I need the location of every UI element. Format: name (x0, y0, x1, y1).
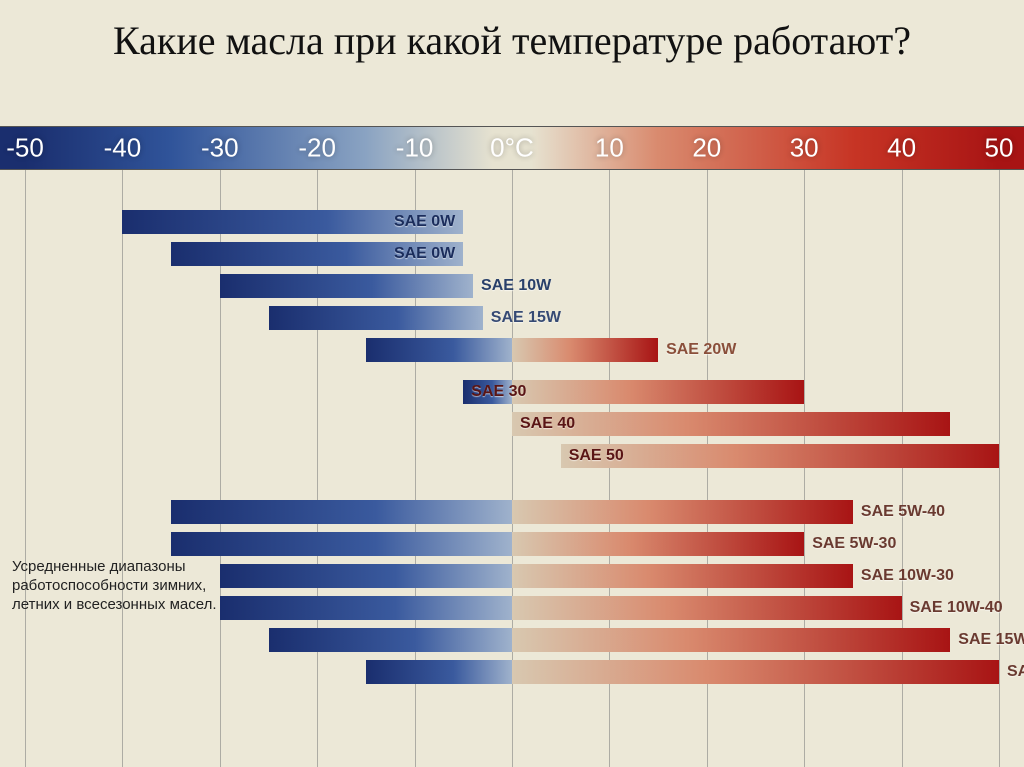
bar-fill-warm (512, 532, 804, 556)
bar-fill-cold (171, 532, 512, 556)
bar-fill-cold (269, 628, 513, 652)
oil-range-bar: SAE 10W (220, 274, 473, 298)
scale-tick-label: 10 (595, 133, 624, 164)
oil-range-bar: SAE 10W-40 (220, 596, 902, 620)
bar-fill-cold (220, 274, 473, 298)
gridline (122, 170, 123, 767)
bar-label: SAE 50 (561, 447, 632, 465)
bar-label: SAE 5W-30 (804, 535, 904, 553)
bar-label: SAE 0W (386, 245, 463, 263)
bar-label: SAE 20W-50 (999, 663, 1024, 681)
oil-range-bar: SAE 20W-50 (366, 660, 999, 684)
bar-label: SAE 40 (512, 415, 583, 433)
scale-labels: -50 -40 -30 -20 -10 0°C 10 20 30 40 50 (0, 127, 1024, 169)
bar-label: SAE 30 (463, 383, 534, 401)
scale-tick-label: -50 (6, 133, 44, 164)
scale-tick-label: -10 (396, 133, 434, 164)
scale-tick-label: 50 (985, 133, 1014, 164)
gridline (25, 170, 26, 767)
oil-range-bar: SAE 15W (269, 306, 483, 330)
oil-range-bar: SAE 50 (561, 444, 999, 468)
bar-chart-area: SAE 0W SAE 0W SAE 10W SAE 15W SAE 20W SAE 30 S… (0, 170, 1024, 767)
bar-fill-cold (171, 500, 512, 524)
bar-fill-cold (220, 596, 512, 620)
chart-title: Какие масла при какой температуре работа… (0, 0, 1024, 74)
bar-fill-warm (512, 660, 999, 684)
bar-label: SAE 10W-40 (902, 599, 1011, 617)
footnote-text: Усредненные диапазоны работоспособности … (12, 558, 232, 614)
bar-label: SAE 15W (483, 309, 569, 327)
scale-tick-label: -40 (104, 133, 142, 164)
bar-label: SAE 5W-40 (853, 503, 953, 521)
bar-label: SAE 20W (658, 341, 744, 359)
oil-range-bar: SAE 5W-30 (171, 532, 804, 556)
oil-range-bar: SAE 0W (171, 242, 463, 266)
bar-fill-cold (366, 338, 512, 362)
bar-fill-cold (366, 660, 512, 684)
scale-tick-label: 30 (790, 133, 819, 164)
bar-fill-cold (220, 564, 512, 588)
scale-tick-label: 0°C (490, 133, 534, 164)
bar-fill-warm (512, 338, 658, 362)
bar-fill-cold (269, 306, 483, 330)
bar-label: SAE 10W-30 (853, 567, 962, 585)
bar-fill-warm (512, 628, 950, 652)
scale-tick-label: -30 (201, 133, 239, 164)
bar-fill-warm (512, 596, 902, 620)
oil-range-bar: SAE 30 (463, 380, 804, 404)
scale-tick-label: -20 (298, 133, 336, 164)
bar-fill-warm (512, 500, 853, 524)
scale-tick-label: 40 (887, 133, 916, 164)
temperature-scale: -50 -40 -30 -20 -10 0°C 10 20 30 40 50 (0, 126, 1024, 170)
oil-range-bar: SAE 10W-30 (220, 564, 853, 588)
oil-range-bar: SAE 5W-40 (171, 500, 853, 524)
oil-range-bar: SAE 40 (512, 412, 950, 436)
bar-label: SAE 0W (386, 213, 463, 231)
bar-label: SAE 15W-40 (950, 631, 1024, 649)
bar-fill-warm (512, 564, 853, 588)
scale-tick-label: 20 (692, 133, 721, 164)
oil-range-bar: SAE 15W-40 (269, 628, 951, 652)
oil-range-bar: SAE 20W (366, 338, 658, 362)
bar-label: SAE 10W (473, 277, 559, 295)
bar-fill-warm (512, 380, 804, 404)
oil-range-bar: SAE 0W (122, 210, 463, 234)
